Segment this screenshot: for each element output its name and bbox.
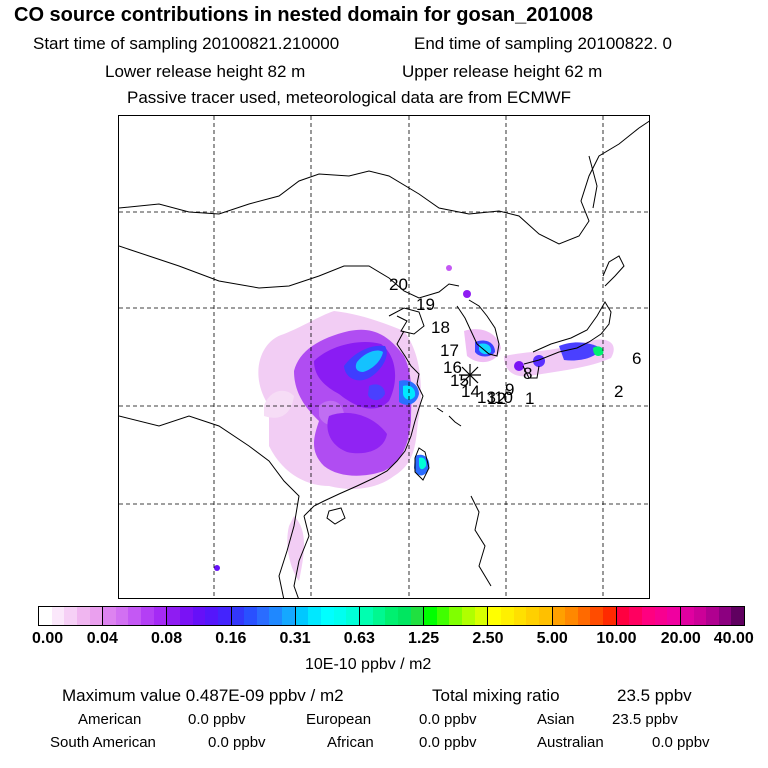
- color-segment-0: [39, 607, 104, 625]
- color-scale-tick: 0.08: [150, 630, 183, 647]
- total-mixing-value: 23.5 ppbv: [617, 686, 692, 705]
- color-segment-8: [552, 607, 617, 625]
- australian-label: Australian: [537, 734, 604, 751]
- asian-value: 23.5 ppbv: [612, 711, 678, 728]
- field-cyan-taiwan: [419, 457, 427, 470]
- traj-label-6: 6: [632, 349, 642, 368]
- american-label: American: [78, 711, 142, 728]
- concentration-field: [214, 265, 614, 581]
- field-blue-central: [368, 384, 385, 401]
- color-scale-tick: 0.00: [32, 630, 64, 647]
- color-scale-tick: 40.00: [713, 630, 754, 647]
- color-scale-unit: 10E-10 ppbv / m2: [305, 656, 432, 673]
- color-scale-bar: [38, 606, 745, 626]
- australian-value: 0.0 ppbv: [652, 734, 710, 751]
- field-spot-vietnam: [214, 565, 220, 571]
- coast-ryukyu: [436, 407, 462, 427]
- color-segment-5: [359, 607, 425, 625]
- color-scale-tick: 1.25: [408, 630, 440, 647]
- color-scale-tick: 10.00: [596, 630, 637, 647]
- receptor-star-icon: [459, 364, 481, 386]
- field-spot-hokkaido: [463, 290, 471, 298]
- tracer-info: Passive tracer used, meteorological data…: [127, 88, 572, 107]
- coast-indochina: [119, 415, 300, 598]
- color-scale-tick: 20.00: [660, 630, 701, 647]
- color-scale-tick: 0.16: [215, 630, 247, 647]
- coast-korea: [456, 299, 500, 357]
- color-segment-3: [231, 607, 296, 625]
- african-label: African: [327, 734, 374, 751]
- upper-release-height: Upper release height 62 m: [402, 62, 603, 81]
- color-scale-tick: 2.50: [472, 630, 504, 647]
- field-halo-west: [264, 390, 294, 418]
- coast-mainland-north: [119, 120, 649, 245]
- coast-sakhalin: [588, 155, 598, 209]
- south-american-value: 0.0 ppbv: [208, 734, 266, 751]
- color-segment-6: [424, 607, 489, 625]
- color-scale-tick: 0.63: [343, 630, 375, 647]
- end-time-label: End time of sampling 20100822. 0: [414, 34, 673, 53]
- american-value: 0.0 ppbv: [188, 711, 246, 728]
- coast-mongolia-border: [119, 245, 460, 299]
- maximum-value: Maximum value 0.487E-09 ppbv / m2: [62, 686, 344, 705]
- traj-label-8: 8: [523, 364, 533, 383]
- south-american-label: South American: [50, 734, 156, 751]
- coast-bohai: [388, 307, 425, 335]
- field-deep-violet-south: [327, 412, 387, 454]
- color-segment-2: [167, 607, 232, 625]
- map-canvas: [119, 116, 649, 598]
- total-mixing-label: Total mixing ratio: [432, 686, 560, 705]
- traj-label-12: 12: [487, 389, 506, 408]
- field-spot-sea: [446, 265, 452, 271]
- african-value: 0.0 ppbv: [419, 734, 477, 751]
- field-spot-kyushu: [533, 355, 545, 367]
- map-title: CO source contributions in nested domain…: [14, 4, 594, 26]
- field-south-tail: [287, 516, 304, 581]
- color-segment-10: [680, 607, 745, 625]
- color-scale-tick: 0.31: [279, 630, 311, 647]
- european-label: European: [306, 711, 372, 728]
- graticule: [119, 116, 649, 598]
- coast-kyushu: [522, 365, 540, 379]
- traj-label-10: 10: [494, 388, 513, 407]
- start-time-label: Start time of sampling 20100821.210000: [33, 34, 340, 53]
- coast-china-east: [303, 330, 424, 517]
- traj-label-14: 14: [461, 382, 480, 401]
- traj-label-15: 15: [450, 371, 469, 390]
- source-contribution-map: 20 19 18 17 16 15 14 13 12 10 9 8 6 2 1: [118, 115, 650, 599]
- traj-label-16: 16: [443, 358, 462, 377]
- coast-japan-honshu: [523, 301, 612, 365]
- field-cyan-north: [355, 350, 383, 372]
- coast-hokkaido: [602, 255, 625, 287]
- traj-label-19: 19: [416, 295, 435, 314]
- color-segment-4: [295, 607, 360, 625]
- traj-label-9: 9: [505, 380, 515, 399]
- coast-hainan: [326, 507, 346, 525]
- color-segment-1: [103, 607, 168, 625]
- traj-label-18: 18: [431, 318, 450, 337]
- field-green-japan: [593, 346, 604, 356]
- coast-vietnam: [293, 515, 310, 598]
- color-segment-7: [488, 607, 553, 625]
- coast-taiwan: [414, 447, 430, 481]
- color-scale-tick: 5.00: [536, 630, 568, 647]
- traj-label-2: 2: [614, 382, 624, 401]
- color-scale-tick: 0.04: [86, 630, 118, 647]
- traj-label-20: 20: [389, 275, 408, 294]
- asian-label: Asian: [537, 711, 575, 728]
- lower-release-height: Lower release height 82 m: [105, 62, 306, 81]
- field-cyan-korea: [479, 343, 492, 355]
- field-spot-shikoku: [514, 361, 524, 371]
- coastlines: [119, 120, 649, 598]
- traj-label-13: 13: [477, 388, 496, 407]
- coast-philippines: [470, 495, 492, 587]
- traj-label-1: 1: [525, 389, 535, 408]
- traj-label-17: 17: [440, 341, 459, 360]
- european-value: 0.0 ppbv: [419, 711, 477, 728]
- field-blue-japan: [559, 342, 601, 361]
- color-segment-9: [616, 607, 681, 625]
- field-japan-halo: [504, 339, 614, 377]
